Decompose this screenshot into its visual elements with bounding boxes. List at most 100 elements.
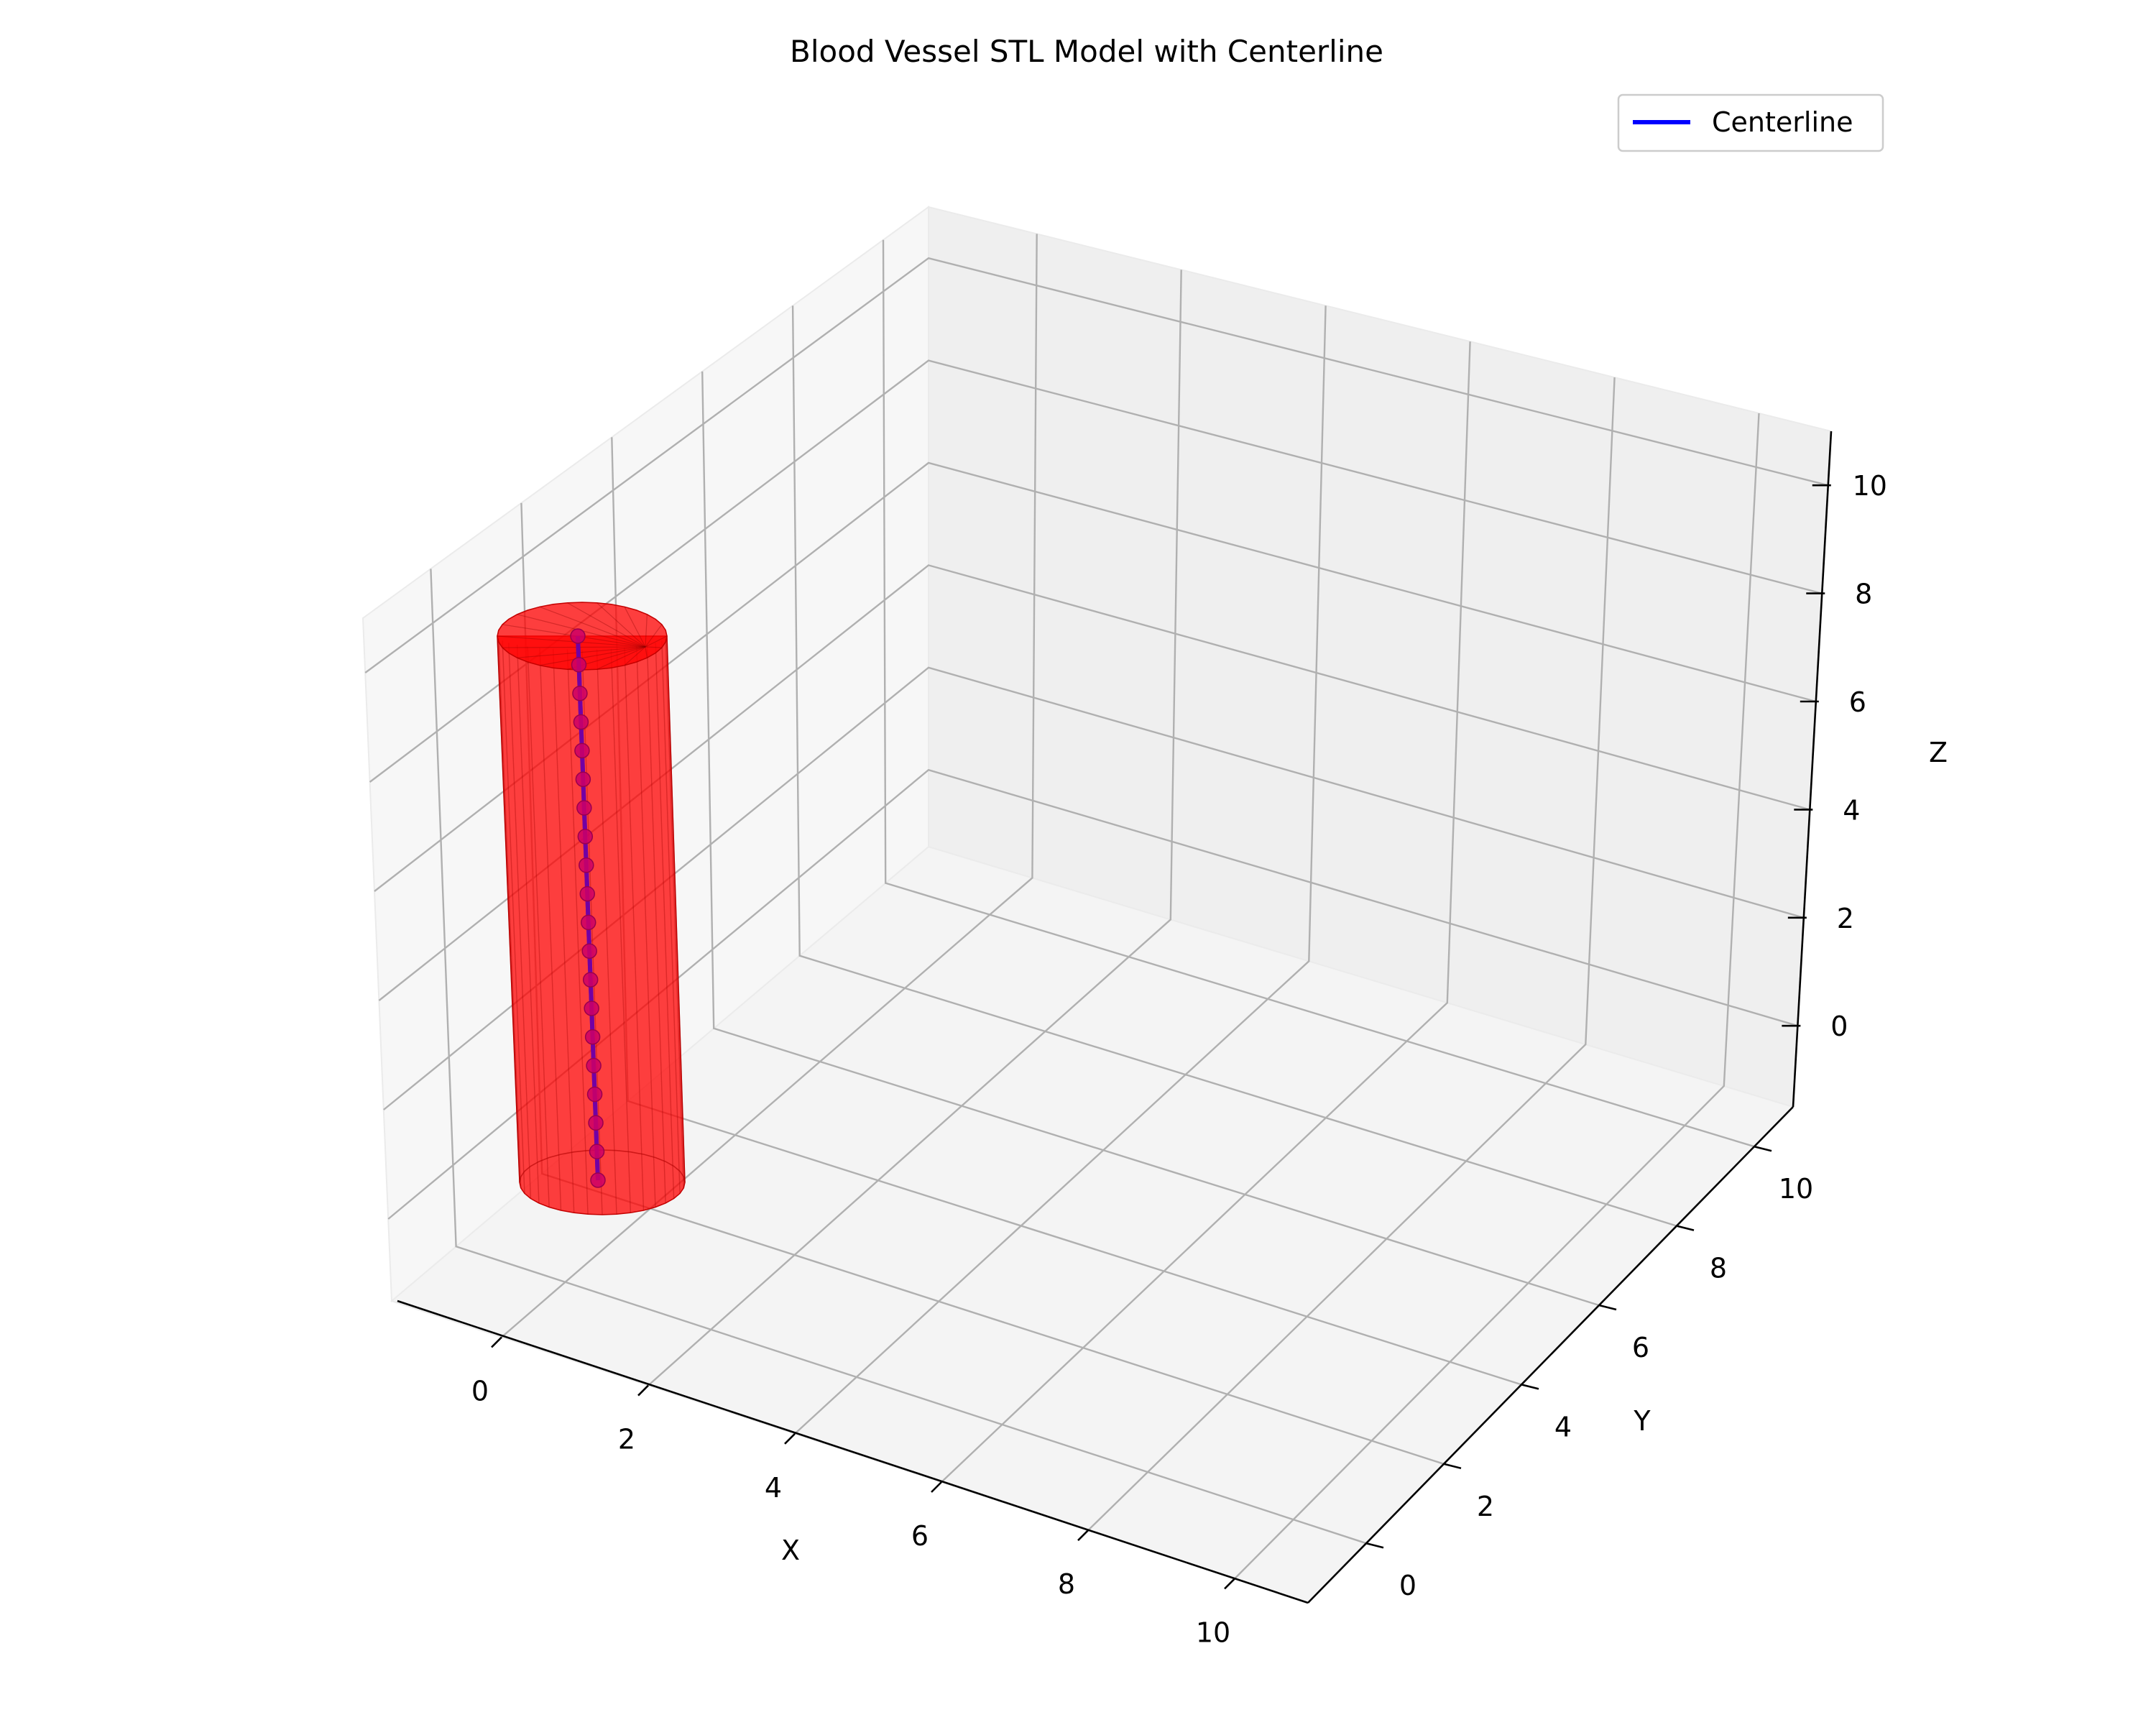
y-gridline bbox=[882, 239, 1755, 1148]
top-cap-facet bbox=[517, 646, 646, 658]
y-tick-label: 10 bbox=[1779, 1173, 1813, 1205]
x-tick-mark bbox=[1224, 1578, 1235, 1590]
top-cap-facet bbox=[645, 635, 668, 648]
legend-centerline-label: Centerline bbox=[1712, 106, 1853, 138]
centerline-point bbox=[584, 1029, 601, 1045]
chart-title: Blood Vessel STL Model with Centerline bbox=[790, 34, 1383, 69]
centerline-point bbox=[589, 1144, 605, 1159]
y-tick-label: 0 bbox=[1399, 1570, 1416, 1601]
x-tick-mark bbox=[784, 1432, 796, 1445]
x-tick-mark bbox=[931, 1481, 942, 1493]
centerline-point bbox=[577, 829, 594, 845]
centerline-point bbox=[588, 1115, 604, 1131]
top-cap-facet bbox=[645, 614, 648, 648]
centerline-point bbox=[584, 1000, 599, 1016]
top-cap-facets bbox=[497, 602, 668, 670]
top-cap-facet bbox=[567, 602, 646, 648]
tick-labels: 0 0 0 2 2 2 4 4 4 6 6 6 8 8 8 10 10 10 bbox=[471, 470, 1887, 1648]
centerline-point bbox=[579, 886, 596, 902]
z-tick-label: 10 bbox=[1853, 470, 1887, 502]
vessel-facet bbox=[646, 645, 666, 1203]
vessel-facet bbox=[498, 638, 522, 1188]
centerline-point bbox=[570, 628, 586, 644]
x-gridline bbox=[794, 305, 1327, 1435]
vessel-facet bbox=[624, 648, 645, 1210]
vessel-facet bbox=[596, 649, 617, 1215]
vessel-facet bbox=[666, 635, 686, 1183]
top-cap-facet bbox=[624, 646, 646, 666]
x-tick-label: 2 bbox=[618, 1424, 635, 1455]
top-cap-facet bbox=[596, 602, 646, 648]
y-tick-label: 6 bbox=[1632, 1332, 1649, 1363]
vessel-facet bbox=[527, 646, 550, 1208]
z-tick-label: 8 bbox=[1855, 579, 1872, 610]
vessel-facet bbox=[497, 635, 520, 1183]
z-tick-label: 0 bbox=[1830, 1011, 1848, 1042]
centerline-point bbox=[586, 1086, 603, 1103]
x-tick-label: 4 bbox=[765, 1472, 782, 1504]
y-tick-mark bbox=[1676, 1225, 1695, 1231]
z-axis-label: Z bbox=[1929, 737, 1948, 768]
vessel-facet bbox=[516, 645, 540, 1203]
top-cap-facet bbox=[596, 646, 646, 670]
x-gridline bbox=[1087, 377, 1616, 1532]
top-cap-facet bbox=[645, 646, 648, 658]
z-tick-label: 2 bbox=[1837, 903, 1854, 934]
y-tick-mark bbox=[1365, 1542, 1384, 1549]
x-tick-label: 10 bbox=[1196, 1616, 1230, 1648]
top-cap-facet bbox=[502, 646, 646, 648]
vessel-facet bbox=[502, 640, 525, 1194]
y-tick-mark bbox=[1521, 1384, 1539, 1390]
top-cap-facet bbox=[539, 646, 646, 666]
centerline-point bbox=[581, 943, 597, 959]
centerline-point bbox=[575, 771, 591, 787]
centerline-point bbox=[582, 972, 599, 988]
vessel-facet bbox=[661, 640, 681, 1194]
z-axis-line bbox=[1792, 431, 1833, 1108]
top-cap-facet bbox=[539, 606, 646, 648]
axes-panes bbox=[361, 206, 1833, 1604]
vessel-facet bbox=[539, 648, 562, 1210]
y-gridline bbox=[430, 569, 1367, 1545]
centerline-point bbox=[576, 800, 592, 816]
legend: Centerline bbox=[1617, 93, 1884, 152]
centerline-point bbox=[579, 857, 594, 873]
vessel-facet bbox=[552, 648, 575, 1213]
z-tick-label: 6 bbox=[1849, 686, 1866, 718]
x-tick-mark bbox=[1077, 1530, 1089, 1542]
y-tick-label: 8 bbox=[1710, 1253, 1727, 1284]
centerline-point bbox=[574, 742, 590, 759]
vessel-facet bbox=[665, 638, 684, 1188]
centerline-point bbox=[572, 685, 588, 702]
centerline-point bbox=[573, 714, 589, 730]
centerline-point bbox=[580, 914, 596, 931]
x-tick-label: 6 bbox=[911, 1520, 929, 1552]
y-tick-mark bbox=[1598, 1304, 1617, 1311]
top-cap-facet bbox=[624, 607, 646, 648]
y-tick-mark bbox=[1443, 1463, 1462, 1470]
centerline-point bbox=[571, 657, 587, 673]
y-axis-line bbox=[1307, 1106, 1794, 1604]
x-tick-mark bbox=[637, 1384, 649, 1397]
vessel-facet bbox=[566, 649, 589, 1215]
centerline-point bbox=[590, 1172, 606, 1188]
vessel-facet bbox=[636, 646, 656, 1208]
y-gridline bbox=[791, 305, 1677, 1227]
x-gridline bbox=[648, 270, 1182, 1386]
x-gridline bbox=[941, 341, 1471, 1483]
centerline-series bbox=[570, 628, 606, 1188]
y-tick-label: 2 bbox=[1477, 1491, 1494, 1522]
vessel-facet bbox=[508, 643, 532, 1199]
y-tick-mark bbox=[1754, 1145, 1772, 1152]
x-gridline bbox=[1234, 413, 1760, 1580]
x-axis-line bbox=[397, 1300, 1309, 1604]
centerline-point bbox=[586, 1057, 602, 1074]
x-tick-mark bbox=[491, 1336, 502, 1348]
top-cap-facet bbox=[645, 646, 662, 648]
z-gridline bbox=[364, 257, 1829, 673]
top-cap-facet bbox=[645, 624, 663, 648]
x-axis-label: X bbox=[781, 1535, 800, 1566]
vessel-facet bbox=[610, 648, 632, 1213]
x-tick-label: 8 bbox=[1058, 1568, 1075, 1600]
